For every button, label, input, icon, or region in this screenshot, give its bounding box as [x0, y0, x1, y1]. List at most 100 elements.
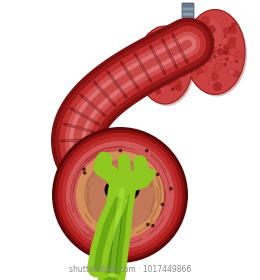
Circle shape: [214, 63, 222, 71]
Circle shape: [140, 53, 145, 59]
Circle shape: [173, 52, 179, 58]
Circle shape: [201, 48, 207, 53]
Circle shape: [229, 27, 231, 29]
Circle shape: [66, 141, 174, 249]
Circle shape: [201, 17, 210, 25]
Circle shape: [139, 52, 148, 60]
Circle shape: [196, 60, 202, 66]
Circle shape: [213, 83, 222, 91]
Circle shape: [223, 28, 230, 34]
Circle shape: [148, 51, 150, 53]
Circle shape: [202, 34, 206, 39]
Circle shape: [219, 44, 221, 46]
Circle shape: [235, 60, 238, 63]
Circle shape: [139, 49, 146, 56]
Circle shape: [194, 27, 199, 32]
Circle shape: [55, 130, 185, 260]
Ellipse shape: [188, 18, 224, 60]
Circle shape: [156, 173, 159, 176]
Circle shape: [209, 81, 213, 85]
Circle shape: [174, 80, 181, 87]
Circle shape: [180, 57, 184, 61]
Circle shape: [224, 44, 228, 49]
Circle shape: [172, 74, 178, 79]
Circle shape: [168, 72, 175, 79]
Circle shape: [172, 34, 178, 40]
Circle shape: [146, 72, 154, 80]
Circle shape: [229, 69, 235, 75]
FancyBboxPatch shape: [182, 3, 194, 47]
Circle shape: [146, 32, 155, 41]
Circle shape: [141, 76, 147, 82]
Circle shape: [155, 69, 163, 76]
Circle shape: [166, 50, 168, 53]
Circle shape: [183, 59, 192, 67]
Circle shape: [164, 33, 169, 39]
Circle shape: [179, 42, 184, 47]
Circle shape: [143, 59, 149, 65]
Circle shape: [177, 84, 181, 88]
Circle shape: [235, 51, 242, 58]
Circle shape: [199, 65, 207, 73]
Circle shape: [157, 60, 162, 66]
Circle shape: [205, 33, 207, 35]
Circle shape: [173, 54, 179, 60]
Circle shape: [227, 40, 236, 48]
Circle shape: [205, 51, 211, 57]
Circle shape: [180, 55, 186, 61]
Circle shape: [62, 137, 178, 253]
Ellipse shape: [103, 277, 119, 280]
Circle shape: [229, 26, 235, 32]
Circle shape: [206, 56, 212, 63]
Circle shape: [200, 50, 202, 52]
Circle shape: [161, 203, 164, 206]
Circle shape: [76, 151, 164, 239]
Circle shape: [171, 88, 174, 91]
Circle shape: [221, 59, 225, 64]
Circle shape: [153, 34, 161, 43]
Circle shape: [223, 63, 226, 66]
FancyBboxPatch shape: [182, 33, 194, 37]
Circle shape: [99, 234, 103, 237]
FancyBboxPatch shape: [182, 23, 194, 26]
Circle shape: [160, 60, 162, 62]
Circle shape: [180, 72, 183, 75]
Circle shape: [233, 71, 240, 77]
Circle shape: [231, 23, 236, 27]
Circle shape: [196, 67, 202, 74]
FancyBboxPatch shape: [182, 7, 194, 11]
Ellipse shape: [140, 28, 194, 106]
Circle shape: [83, 171, 87, 175]
Circle shape: [183, 68, 189, 74]
Circle shape: [203, 22, 208, 28]
Circle shape: [180, 69, 184, 73]
FancyBboxPatch shape: [182, 17, 194, 21]
Circle shape: [212, 39, 215, 42]
Circle shape: [195, 30, 198, 33]
Circle shape: [196, 47, 201, 52]
Circle shape: [199, 50, 203, 54]
Circle shape: [176, 41, 180, 45]
Circle shape: [155, 88, 161, 94]
Circle shape: [141, 66, 147, 72]
Ellipse shape: [140, 34, 173, 73]
Circle shape: [119, 149, 122, 153]
Circle shape: [212, 71, 216, 74]
Circle shape: [163, 45, 169, 50]
Circle shape: [230, 37, 236, 43]
Circle shape: [191, 71, 198, 79]
Circle shape: [147, 43, 151, 47]
Circle shape: [157, 46, 166, 55]
Circle shape: [141, 77, 145, 81]
Circle shape: [160, 87, 166, 93]
Circle shape: [157, 73, 165, 81]
Ellipse shape: [97, 273, 125, 280]
Circle shape: [52, 127, 188, 263]
Circle shape: [228, 55, 234, 61]
Circle shape: [194, 24, 200, 31]
Circle shape: [167, 69, 172, 74]
Circle shape: [203, 59, 205, 62]
Circle shape: [160, 28, 169, 37]
Circle shape: [211, 73, 219, 80]
Circle shape: [223, 20, 227, 23]
